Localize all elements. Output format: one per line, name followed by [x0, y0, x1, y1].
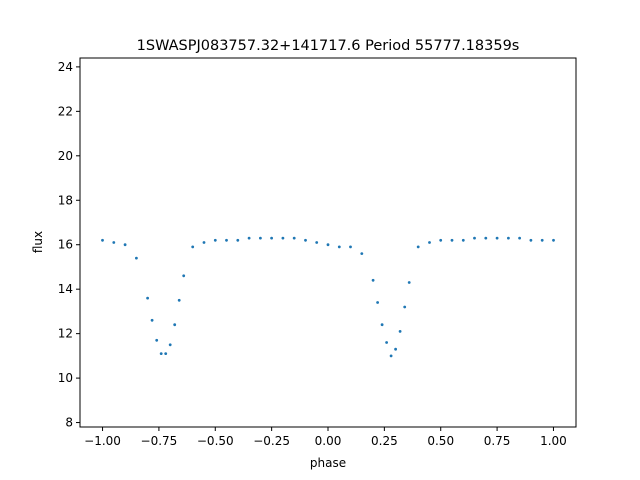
data-point [270, 236, 273, 240]
data-point [202, 241, 206, 244]
data-point [428, 241, 431, 244]
data-point [177, 298, 181, 302]
data-point [394, 347, 397, 351]
data-point [315, 241, 319, 244]
y-axis-label: flux [31, 231, 45, 253]
data-point [292, 236, 296, 240]
data-point [507, 236, 510, 240]
data-point [236, 238, 240, 242]
data-point [518, 236, 521, 240]
data-point [247, 236, 251, 240]
data-point [407, 281, 411, 284]
data-point [552, 238, 555, 242]
data-point [337, 245, 341, 249]
data-point [439, 238, 443, 242]
data-point [398, 330, 402, 333]
x-tick-label: 0.00 [315, 434, 342, 448]
data-point [360, 252, 364, 256]
data-point [416, 245, 420, 249]
data-point [349, 245, 352, 249]
data-point [135, 256, 138, 260]
data-point [191, 245, 195, 249]
data-point [101, 238, 104, 242]
data-point [380, 323, 384, 327]
data-point [155, 338, 159, 342]
x-axis-label: phase [310, 456, 346, 470]
data-point [529, 238, 533, 242]
data-point [540, 238, 544, 242]
data-point [168, 343, 172, 347]
y-tick-label: 22 [58, 104, 73, 118]
axis-ticks: −1.00 −0.75 −0.50 −0.25 0.00 0.25 0.50 0.75 1.00… [58, 60, 567, 448]
data-point [281, 236, 285, 240]
x-tick-label: −0.25 [253, 434, 290, 448]
data-point [182, 274, 186, 278]
y-tick-label: 20 [58, 149, 73, 163]
data-point [225, 238, 228, 242]
x-tick-label: 0.75 [484, 434, 511, 448]
data-point [376, 301, 379, 304]
data-point [123, 243, 127, 247]
data-point [450, 238, 454, 242]
data-point [150, 318, 154, 322]
data-point [146, 296, 150, 300]
y-tick-label: 14 [58, 282, 73, 296]
data-point [159, 352, 163, 355]
data-point [213, 238, 217, 242]
data-point [259, 236, 262, 240]
data-point [371, 278, 375, 282]
x-tick-label: 1.00 [540, 434, 567, 448]
scatter-points [101, 236, 555, 358]
plot-frame [79, 57, 577, 428]
data-point [304, 238, 307, 242]
data-point [461, 238, 465, 242]
data-point [495, 236, 499, 240]
data-point [385, 341, 388, 344]
y-tick-label: 24 [58, 60, 73, 74]
chart-title: 1SWASPJ083757.32+141717.6 Period 55777.1… [137, 38, 520, 54]
y-tick-label: 12 [58, 327, 73, 341]
data-point [173, 323, 177, 327]
x-tick-label: 0.25 [371, 434, 398, 448]
data-point [164, 352, 168, 355]
data-point [326, 243, 330, 247]
y-tick-label: 10 [58, 371, 73, 385]
data-point [389, 354, 393, 358]
x-tick-label: 0.50 [427, 434, 454, 448]
y-tick-label: 18 [58, 193, 73, 207]
data-point [473, 236, 476, 240]
data-point [403, 305, 407, 309]
y-tick-label: 16 [58, 238, 73, 252]
plot-area [80, 58, 576, 427]
x-tick-label: −1.00 [84, 434, 121, 448]
y-tick-label: 8 [65, 416, 73, 430]
data-point [484, 236, 488, 240]
x-tick-label: −0.50 [197, 434, 234, 448]
x-tick-label: −0.75 [141, 434, 178, 448]
data-point [112, 241, 116, 244]
